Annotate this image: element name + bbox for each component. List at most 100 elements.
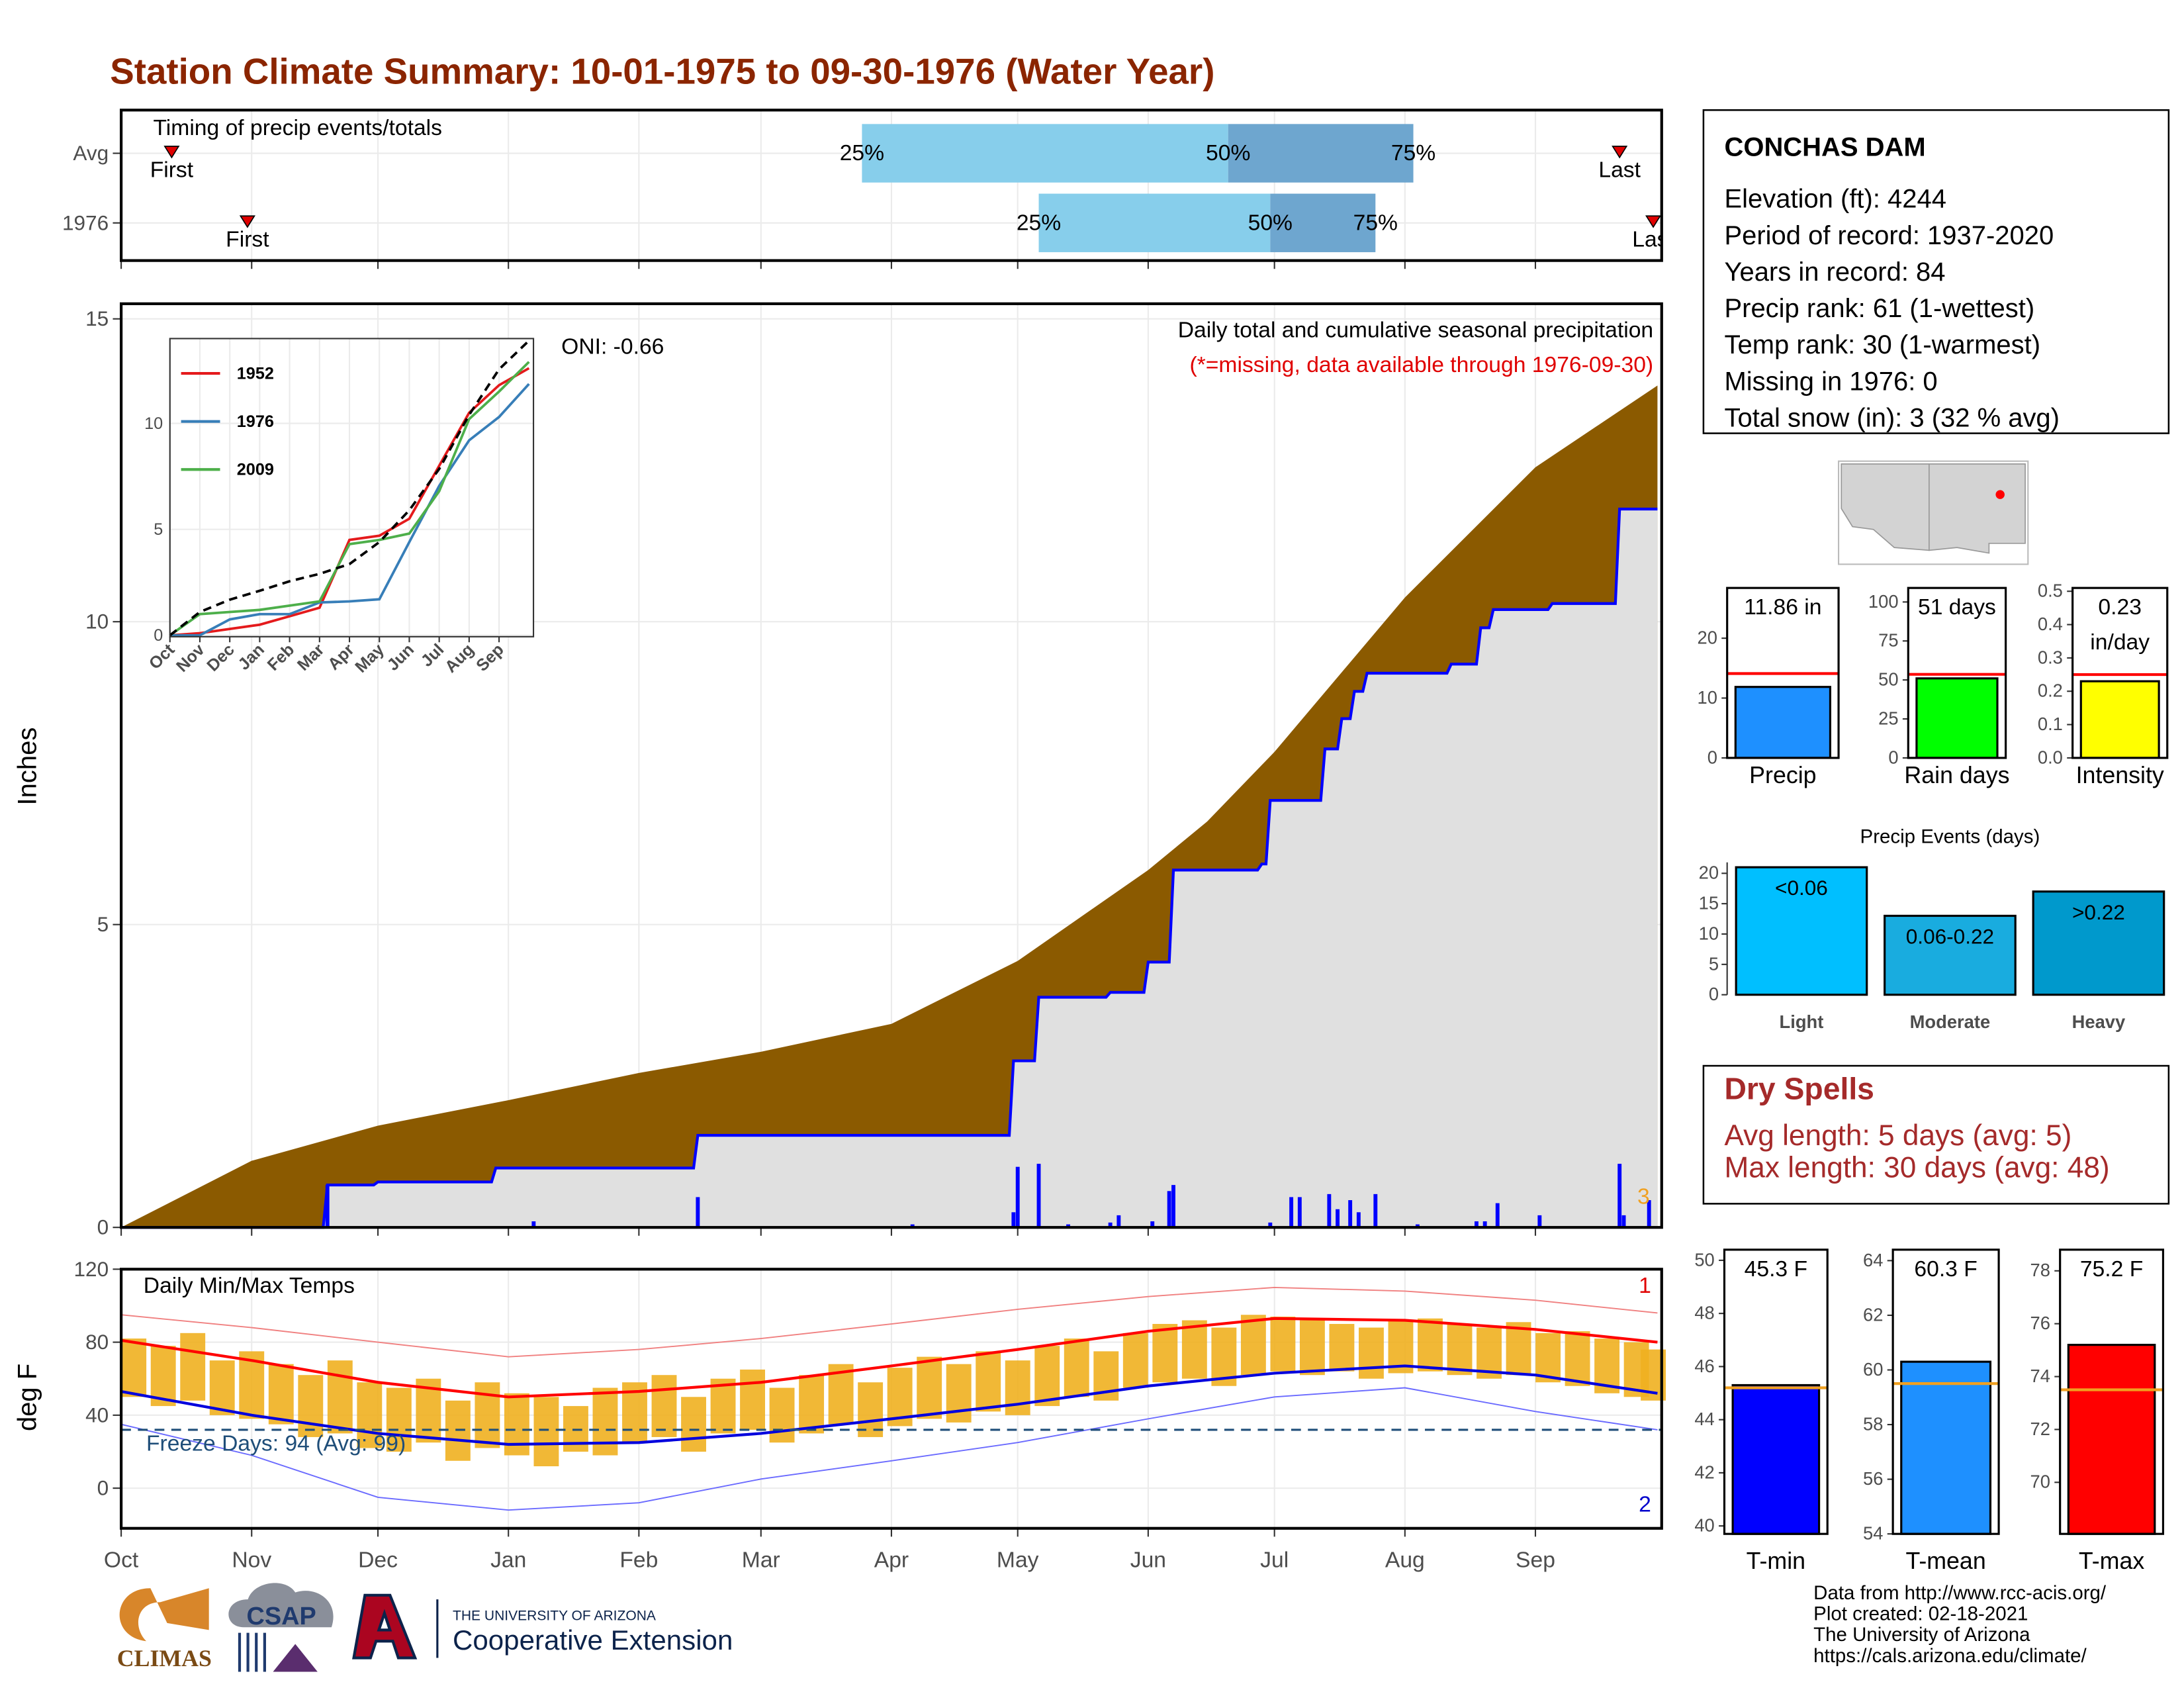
temp-line — [120, 1387, 1658, 1511]
timing-frame — [119, 109, 1663, 262]
event-marker — [239, 215, 255, 228]
dry-spell-line: Avg length: 5 days (avg: 5) — [1724, 1119, 2071, 1152]
inset-y-label: 5 — [154, 520, 163, 539]
station-line: Years in record: 84 — [1724, 258, 1945, 287]
dry-spells-panel — [1702, 1064, 2170, 1205]
record-high-label: 1 — [1639, 1274, 1651, 1298]
y-tick-label: 0 — [1888, 747, 1898, 767]
y-tick-label: 75 — [1878, 630, 1898, 651]
temp-bar — [1359, 1327, 1384, 1379]
daily-bar — [1336, 1209, 1340, 1228]
y-tick-label: 10 — [85, 610, 109, 633]
inset-line — [169, 361, 530, 637]
daily-bar — [1171, 1185, 1175, 1228]
event-marker — [1645, 215, 1662, 228]
subtitle: Daily total and cumulative seasonal prec… — [1178, 318, 1653, 342]
temp-bar — [268, 1364, 294, 1425]
temp-bar — [386, 1387, 412, 1452]
event-label: Last — [1598, 158, 1641, 182]
station-name: CONCHAS DAM — [1724, 133, 1925, 162]
quartile-bar — [1270, 193, 1376, 252]
dry-spells-title: Dry Spells — [1724, 1072, 1874, 1106]
precip-frame — [119, 302, 1663, 1229]
summary-frame — [2071, 586, 2169, 759]
temp-bar — [917, 1356, 942, 1419]
daily-bar — [1647, 1200, 1651, 1228]
daily-bar — [1066, 1224, 1070, 1228]
daily-bar — [1327, 1194, 1332, 1228]
daily-bar — [910, 1224, 915, 1228]
legend-label: 1976 — [237, 412, 274, 431]
x-tick-label: Feb — [619, 1548, 658, 1573]
y-tick-label: 0.3 — [2038, 647, 2063, 667]
temp-bar — [1329, 1324, 1355, 1372]
temps-frame — [119, 1268, 1663, 1530]
category-label: Moderate — [1910, 1011, 1991, 1032]
daily-bar — [1356, 1212, 1361, 1228]
temp-line — [121, 1286, 1658, 1358]
summary-frame — [1891, 1248, 2000, 1535]
summary-frame — [1907, 586, 2007, 759]
summary-bar — [1734, 686, 1832, 759]
inset-frame — [169, 338, 535, 637]
record-low-label: 2 — [1639, 1493, 1651, 1517]
y-tick-label: 48 — [1694, 1303, 1714, 1323]
category-label: Rain days — [1904, 762, 2009, 788]
daily-bar — [1482, 1221, 1487, 1228]
y-axis-label: deg F — [13, 1364, 42, 1431]
temps-title: Daily Min/Max Temps — [144, 1274, 355, 1298]
temp-bar — [799, 1375, 825, 1434]
event-label: First — [226, 228, 269, 252]
y-tick-label: 0.0 — [2038, 747, 2063, 767]
y-tick-label: 40 — [1694, 1515, 1714, 1536]
y-tick-label: 54 — [1863, 1523, 1883, 1544]
temp-bar — [298, 1375, 324, 1437]
temp-bar — [1005, 1360, 1030, 1415]
category-label: Light — [1780, 1011, 1824, 1032]
y-tick-label: 58 — [1863, 1413, 1883, 1434]
temp-bar — [209, 1360, 235, 1415]
dry-spell-line: Max length: 30 days (avg: 48) — [1724, 1151, 2109, 1184]
events-title: Precip Events (days) — [1860, 825, 2040, 847]
event-label: First — [150, 158, 194, 182]
temp-bar — [740, 1369, 766, 1430]
category-label: T-min — [1747, 1548, 1805, 1574]
daily-bar — [1537, 1215, 1542, 1228]
temp-bar — [1535, 1333, 1561, 1383]
y-tick-label: 44 — [1694, 1409, 1714, 1429]
temp-bar — [533, 1397, 559, 1467]
quartile-label: 50% — [1248, 211, 1293, 235]
daily-bar — [1475, 1221, 1479, 1228]
legend-label: 1952 — [237, 364, 274, 383]
event-label: Last — [1632, 228, 1674, 252]
inset-panel — [169, 338, 534, 637]
y-tick-label: 64 — [1863, 1250, 1883, 1270]
event-bar — [1735, 866, 1868, 996]
daily-bar — [1167, 1191, 1171, 1228]
y-tick-label: 100 — [1868, 591, 1899, 612]
category-label: Heavy — [2072, 1011, 2126, 1032]
category-label: T-max — [2079, 1548, 2144, 1574]
temp-bar — [1270, 1316, 1296, 1372]
y-tick-label: 0.1 — [2038, 714, 2063, 734]
temp-bar — [1181, 1320, 1207, 1379]
threshold-label: <0.06 — [1775, 876, 1828, 900]
daily-bar — [1116, 1215, 1121, 1228]
y-tick-label: 40 — [85, 1403, 109, 1427]
y-tick-label: 5 — [97, 912, 109, 936]
value-label: 60.3 F — [1914, 1257, 1977, 1282]
y-tick-label: 0 — [97, 1476, 109, 1500]
temp-bar — [1418, 1318, 1443, 1372]
summary-bar — [1731, 1383, 1821, 1535]
category-label: Precip — [1749, 762, 1816, 788]
climas-logo — [119, 1588, 209, 1642]
y-tick-label: 76 — [2030, 1313, 2050, 1333]
x-tick-label: Apr — [874, 1548, 909, 1573]
daily-bar — [1289, 1197, 1294, 1228]
category-label: Intensity — [2076, 762, 2164, 788]
temp-bar — [150, 1346, 176, 1407]
logos: CLIMAS CSAP THE UNIVERSITY OF ARIZONA Co… — [117, 1583, 733, 1672]
inset-y-label: 0 — [154, 626, 163, 645]
station-panel — [1702, 109, 2170, 434]
temp-bar — [681, 1397, 706, 1452]
